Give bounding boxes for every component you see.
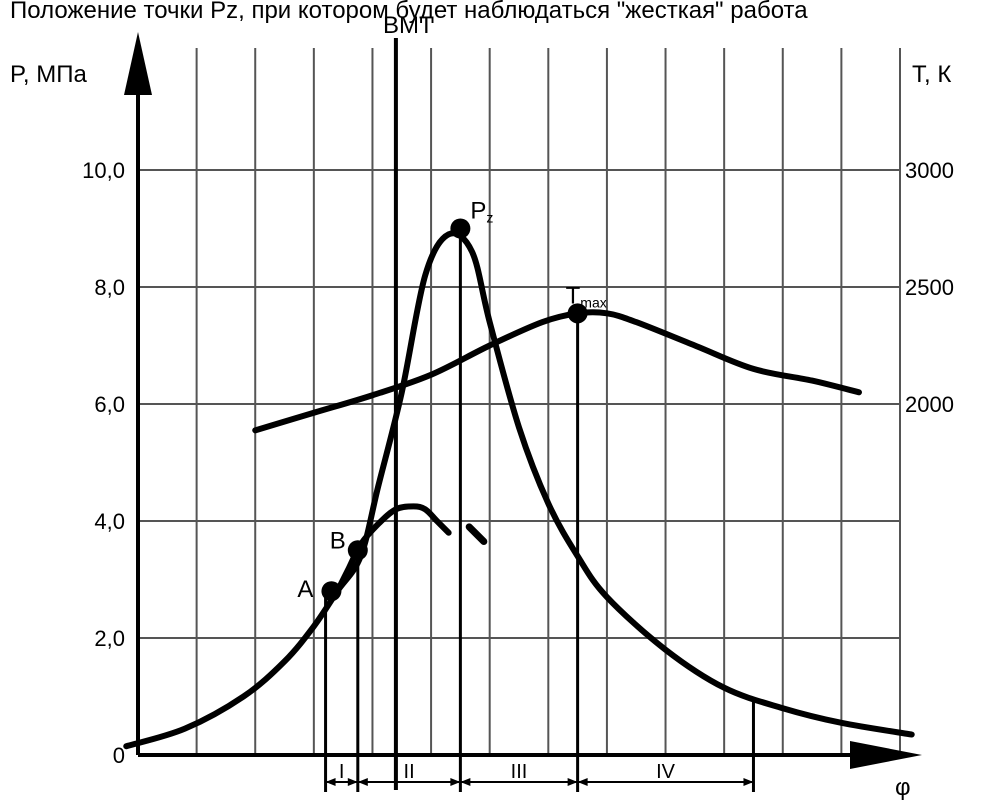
phase-arrowhead xyxy=(460,778,471,786)
phase-arrowhead xyxy=(325,778,336,786)
grid xyxy=(138,48,901,755)
series-pressure-without-combustion xyxy=(334,503,452,595)
ylabel-right: T, К xyxy=(912,61,951,88)
point-label: B xyxy=(330,527,346,554)
phase-arrowhead xyxy=(577,778,588,786)
tick-label-left: 6,0 xyxy=(94,392,125,417)
top-label-vmt: ВМТ xyxy=(383,12,434,39)
x-axis-arrow xyxy=(850,741,922,769)
tick-labels: 0 2,0 4,0 6,0 8,0 10,0 2000 2500 3000 xyxy=(82,158,954,768)
tick-label-left: 2,0 xyxy=(94,626,125,651)
phase-label: IV xyxy=(656,761,676,783)
tick-label-right: 2500 xyxy=(905,275,954,300)
phase-arrowhead xyxy=(357,778,368,786)
tick-label-left: 10,0 xyxy=(82,158,125,183)
phase-arrowhead xyxy=(450,778,461,786)
phase-label: III xyxy=(511,761,528,783)
tick-label-left: 4,0 xyxy=(94,509,125,534)
curve-fragment xyxy=(465,523,488,545)
series xyxy=(123,230,915,750)
point-label: A xyxy=(297,576,313,603)
tick-label-left: 0 xyxy=(113,743,125,768)
point-tmax xyxy=(567,303,588,324)
phase-arrowhead xyxy=(347,778,358,786)
phase-label: I xyxy=(339,761,345,783)
point-a xyxy=(321,581,342,602)
tick-label-right: 3000 xyxy=(905,158,954,183)
series-pressure xyxy=(123,230,915,750)
tick-label-left: 8,0 xyxy=(94,275,125,300)
point-label-subscript: max xyxy=(580,294,606,310)
chart-caption: Положение точки Pz, при котором будет на… xyxy=(10,0,808,24)
point-label-subscript: z xyxy=(486,210,493,226)
xlabel-phi: φ xyxy=(895,774,911,801)
axes xyxy=(124,32,922,790)
phase-arrowhead xyxy=(743,778,754,786)
series-temperature xyxy=(252,309,862,434)
y-axis-arrow xyxy=(124,32,152,95)
phase-label: II xyxy=(404,761,415,783)
tick-label-right: 2000 xyxy=(905,392,954,417)
phase-arrowhead xyxy=(567,778,578,786)
ylabel-left: P, МПа xyxy=(10,61,87,88)
point-pz xyxy=(450,218,471,239)
phase-markers: I II III IV xyxy=(324,228,755,792)
point-b xyxy=(347,540,368,561)
